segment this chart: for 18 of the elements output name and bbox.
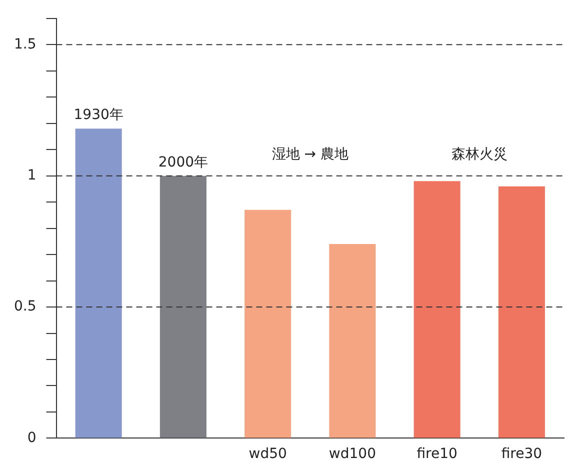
bar — [414, 181, 460, 438]
bar — [329, 244, 376, 438]
y-tick-label: 1.5 — [14, 36, 36, 52]
x-tick-label: fire30 — [501, 446, 542, 462]
x-tick-label: fire10 — [416, 446, 458, 462]
annotation: 森林火災 — [451, 146, 508, 162]
annotation: 湿地 → 農地 — [272, 146, 348, 162]
x-tick-label: wd100 — [328, 446, 376, 462]
y-tick-label: 1 — [27, 167, 36, 184]
y-tick-label: 0 — [27, 430, 36, 446]
x-tick-label: wd50 — [248, 446, 287, 462]
y-tick-label: 0.5 — [14, 298, 36, 315]
bar — [160, 176, 206, 438]
bar — [498, 186, 545, 438]
bar — [244, 210, 292, 438]
series-label: 1930年 — [74, 107, 124, 124]
bar — [75, 128, 122, 438]
series-label: 2000年 — [158, 154, 208, 170]
